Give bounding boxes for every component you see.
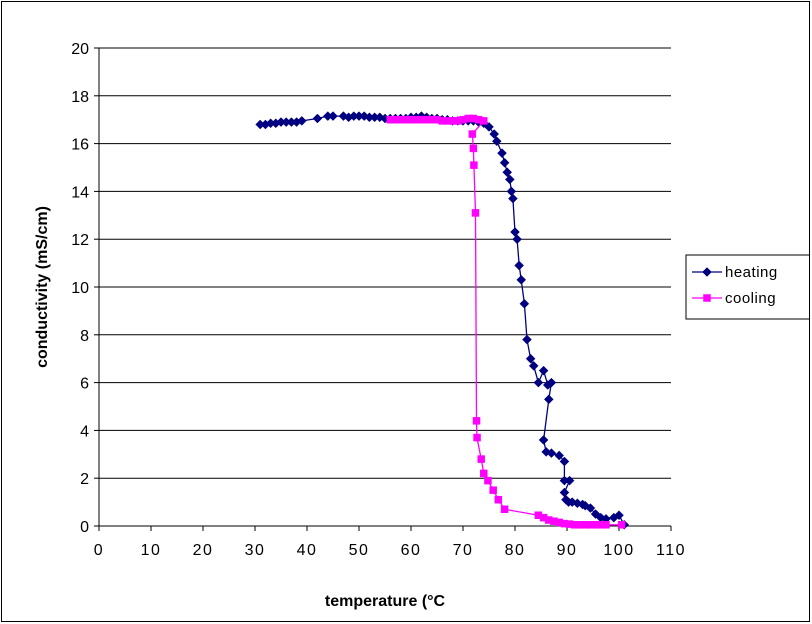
heating-point	[516, 274, 527, 285]
y-tick-label: 16	[71, 137, 89, 154]
cooling-point	[500, 505, 509, 514]
heating-point	[519, 298, 530, 309]
heating-point	[499, 157, 510, 168]
y-tick-label: 8	[80, 328, 89, 345]
heating-point	[489, 129, 500, 139]
legend-item-cooling: cooling	[692, 290, 776, 307]
heating-point	[508, 193, 518, 204]
heating-point	[522, 334, 532, 345]
heating-point	[538, 365, 549, 376]
heating-line	[260, 115, 625, 526]
heating-point	[564, 475, 575, 486]
x-tick-label: 20	[193, 542, 214, 559]
x-tick-label: 40	[297, 542, 318, 559]
legend-box	[685, 254, 809, 320]
heating-point	[512, 234, 522, 245]
cooling-point	[470, 161, 478, 169]
x-tick-label: 100	[603, 542, 634, 559]
heating-point	[559, 487, 570, 498]
heating-point	[506, 186, 517, 197]
heating-point	[510, 227, 520, 237]
cooling-point	[472, 417, 481, 425]
cooling-point	[602, 521, 610, 529]
legend-label: cooling	[725, 290, 776, 307]
series-heating	[255, 111, 630, 530]
heating-point	[491, 136, 502, 147]
cooling-point	[480, 469, 488, 478]
heating-point	[554, 450, 565, 461]
x-tick-label: 60	[401, 542, 422, 559]
heating-point	[538, 435, 549, 445]
y-tick-label: 20	[71, 41, 89, 58]
heating-point	[525, 353, 536, 364]
heating-point	[514, 260, 525, 271]
cooling-point	[468, 130, 477, 138]
legend-item-heating: heating	[692, 264, 778, 281]
heating-point	[528, 361, 539, 371]
legend-swatch-marker	[703, 294, 711, 302]
y-tick-label: 18	[71, 89, 89, 106]
heating-point	[296, 116, 307, 126]
legend: heating cooling	[685, 254, 809, 320]
data-series	[255, 111, 630, 530]
heating-point	[585, 503, 596, 513]
cooling-point	[480, 117, 488, 125]
heating-point	[504, 174, 515, 185]
ticks: 0 2 4 6 8 10 12 14 16 18 20 0 10 20 30 40 50 60 70 80 90 100 1…	[71, 41, 686, 559]
cooling-point	[473, 433, 481, 442]
heating-point	[533, 377, 544, 388]
heating-point	[328, 111, 338, 121]
cooling-point	[494, 495, 503, 504]
cooling-point	[469, 144, 478, 153]
heating-point	[546, 377, 557, 388]
y-tick-label: 10	[71, 280, 89, 297]
heating-point	[543, 394, 554, 405]
cooling-point	[484, 476, 492, 485]
x-tick-label: 80	[505, 542, 526, 559]
cooling-point	[617, 521, 626, 529]
series-cooling	[386, 114, 626, 529]
y-tick-label: 4	[80, 423, 89, 440]
y-tick-label: 6	[80, 376, 89, 393]
y-tick-label: 14	[71, 184, 89, 201]
heating-point	[497, 148, 507, 159]
cooling-point	[471, 209, 480, 217]
x-tick-label: 110	[656, 542, 686, 559]
y-tick-label: 0	[80, 519, 89, 536]
x-tick-label: 0	[94, 542, 104, 559]
y-axis-title: conductivity (mS/cm)	[34, 206, 51, 368]
legend-swatch-marker	[702, 267, 712, 277]
legend-label: heating	[725, 264, 778, 281]
cooling-point	[489, 486, 497, 494]
y-tick-label: 2	[80, 471, 89, 488]
x-tick-label: 90	[557, 542, 578, 559]
heating-point	[312, 113, 323, 124]
y-tick-label: 12	[71, 232, 89, 249]
cooling-point	[477, 455, 485, 463]
gridlines	[99, 47, 671, 479]
heating-point	[546, 448, 557, 458]
x-axis-title: temperature (°C	[325, 593, 446, 610]
x-tick-label: 10	[141, 542, 162, 559]
heating-point	[559, 456, 570, 467]
heating-point	[502, 167, 513, 178]
heating-point	[614, 510, 624, 521]
x-tick-label: 50	[349, 542, 370, 559]
x-tick-label: 70	[453, 542, 474, 559]
x-tick-label: 30	[245, 542, 266, 559]
